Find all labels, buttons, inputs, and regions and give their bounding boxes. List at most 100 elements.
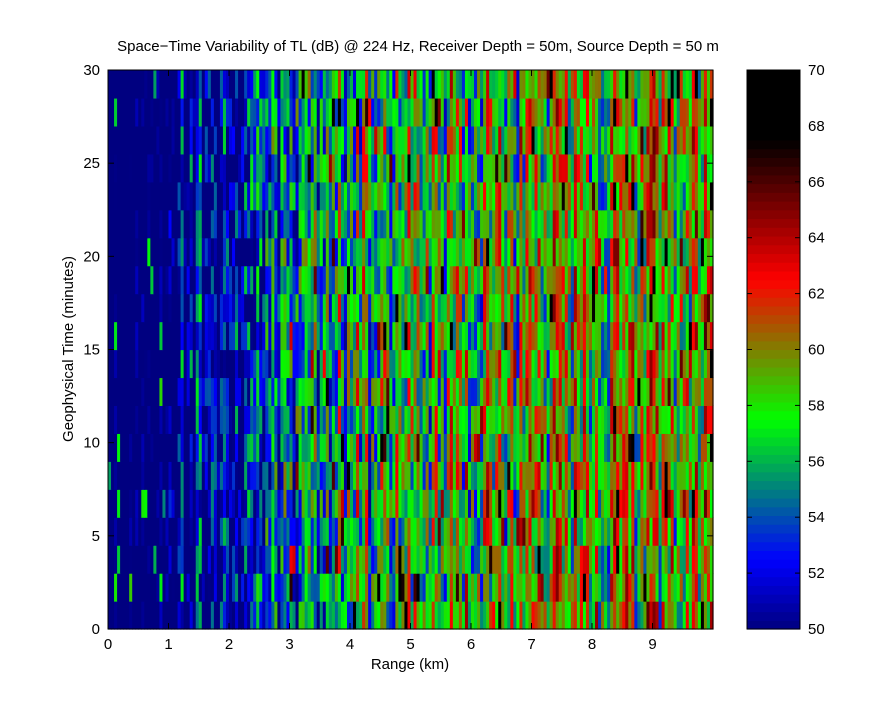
heatmap-cell bbox=[709, 349, 714, 379]
heatmap-cell bbox=[652, 125, 657, 155]
heatmap-cell bbox=[180, 545, 185, 574]
heatmap-cell bbox=[437, 433, 442, 462]
heatmap-cell bbox=[670, 433, 675, 462]
heatmap-cell bbox=[331, 517, 336, 546]
heatmap-cell bbox=[585, 461, 590, 490]
heatmap-cell bbox=[471, 321, 475, 351]
heatmap-cell bbox=[492, 181, 496, 211]
heatmap-cell bbox=[346, 433, 351, 462]
heatmap-cell bbox=[474, 321, 478, 351]
heatmap-cell bbox=[625, 517, 629, 546]
heatmap-cell bbox=[610, 405, 614, 434]
heatmap-cell bbox=[703, 265, 708, 295]
heatmap-cell bbox=[467, 573, 472, 602]
heatmap-cell bbox=[346, 153, 351, 183]
heatmap-cell bbox=[516, 97, 521, 127]
heatmap-cell bbox=[522, 461, 527, 490]
heatmap-cell bbox=[331, 293, 336, 323]
heatmap-cell bbox=[114, 153, 118, 183]
heatmap-cell bbox=[232, 181, 236, 211]
heatmap-cell bbox=[477, 461, 481, 490]
heatmap-cell bbox=[153, 209, 158, 239]
heatmap-cell bbox=[404, 573, 409, 602]
heatmap-cell bbox=[328, 517, 333, 546]
heatmap-cell bbox=[682, 461, 687, 490]
heatmap-cell bbox=[334, 293, 339, 323]
heatmap-cell bbox=[289, 153, 294, 183]
heatmap-cell bbox=[229, 125, 233, 155]
heatmap-cell bbox=[238, 153, 242, 183]
heatmap-cell bbox=[558, 601, 563, 630]
heatmap-cell bbox=[582, 265, 587, 295]
heatmap-cell bbox=[319, 601, 324, 630]
heatmap-cell bbox=[495, 573, 499, 602]
heatmap-cell bbox=[643, 573, 648, 602]
heatmap-cell bbox=[165, 181, 170, 211]
heatmap-cell bbox=[138, 545, 142, 574]
heatmap-cell bbox=[298, 209, 303, 239]
heatmap-cell bbox=[610, 181, 614, 211]
heatmap-cell bbox=[150, 209, 154, 239]
heatmap-cell bbox=[353, 153, 357, 183]
heatmap-cell bbox=[474, 125, 478, 155]
heatmap-cell bbox=[425, 489, 430, 518]
heatmap-cell bbox=[495, 265, 499, 295]
colorbar-band bbox=[747, 393, 800, 403]
heatmap-cell bbox=[552, 153, 557, 183]
heatmap-cell bbox=[244, 349, 248, 379]
heatmap-cell bbox=[359, 349, 363, 379]
heatmap-cell bbox=[504, 489, 508, 518]
heatmap-cell bbox=[643, 601, 648, 630]
heatmap-cell bbox=[350, 461, 354, 490]
heatmap-cell bbox=[474, 545, 478, 574]
heatmap-cell bbox=[334, 461, 339, 490]
heatmap-cell bbox=[416, 433, 421, 462]
heatmap-cell bbox=[486, 433, 490, 462]
heatmap-cell bbox=[156, 181, 161, 211]
heatmap-cell bbox=[213, 517, 218, 546]
heatmap-cell bbox=[362, 293, 366, 323]
heatmap-cell bbox=[201, 237, 206, 267]
heatmap-cell bbox=[631, 489, 635, 518]
heatmap-cell bbox=[486, 237, 490, 267]
heatmap-cell bbox=[555, 573, 560, 602]
heatmap-cell bbox=[362, 349, 366, 379]
heatmap-cell bbox=[694, 97, 699, 127]
heatmap-cell bbox=[192, 181, 197, 211]
heatmap-cell bbox=[280, 181, 285, 211]
heatmap-cell bbox=[156, 489, 161, 518]
heatmap-cell bbox=[464, 265, 469, 295]
heatmap-cell bbox=[232, 517, 236, 546]
heatmap-cell bbox=[216, 545, 221, 574]
heatmap-cell bbox=[558, 489, 563, 518]
heatmap-cell bbox=[216, 461, 221, 490]
heatmap-cell bbox=[189, 293, 194, 323]
heatmap-cell bbox=[607, 349, 611, 379]
heatmap-cell bbox=[549, 573, 554, 602]
heatmap-cell bbox=[598, 97, 602, 127]
heatmap-cell bbox=[322, 237, 327, 267]
heatmap-cell bbox=[510, 545, 514, 574]
heatmap-cell bbox=[486, 349, 490, 379]
heatmap-cell bbox=[289, 321, 294, 351]
heatmap-cell bbox=[643, 349, 648, 379]
heatmap-cell bbox=[225, 70, 230, 99]
heatmap-cell bbox=[685, 517, 690, 546]
heatmap-cell bbox=[201, 433, 206, 462]
heatmap-cell bbox=[389, 181, 393, 211]
heatmap-cell bbox=[628, 601, 632, 630]
heatmap-cell bbox=[679, 517, 684, 546]
heatmap-cell bbox=[180, 70, 185, 99]
heatmap-cell bbox=[471, 573, 475, 602]
heatmap-cell bbox=[334, 181, 339, 211]
heatmap-cell bbox=[343, 433, 348, 462]
heatmap-cell bbox=[138, 237, 142, 267]
heatmap-cell bbox=[688, 209, 693, 239]
heatmap-cell bbox=[425, 545, 430, 574]
heatmap-cell bbox=[489, 321, 493, 351]
heatmap-cell bbox=[374, 405, 378, 434]
heatmap-cell bbox=[540, 545, 545, 574]
heatmap-cell bbox=[186, 461, 191, 490]
heatmap-cell bbox=[310, 377, 315, 406]
heatmap-cell bbox=[325, 349, 330, 379]
